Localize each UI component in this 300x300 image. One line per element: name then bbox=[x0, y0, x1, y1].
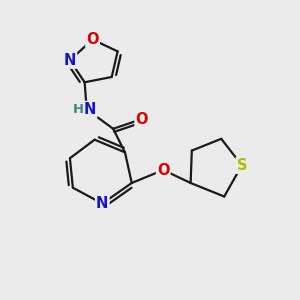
Text: O: O bbox=[157, 163, 169, 178]
Text: N: N bbox=[64, 53, 76, 68]
Text: H: H bbox=[73, 103, 84, 116]
Text: O: O bbox=[86, 32, 99, 47]
Text: N: N bbox=[84, 102, 96, 117]
Text: S: S bbox=[237, 158, 247, 173]
Text: O: O bbox=[136, 112, 148, 127]
Text: N: N bbox=[96, 196, 109, 211]
